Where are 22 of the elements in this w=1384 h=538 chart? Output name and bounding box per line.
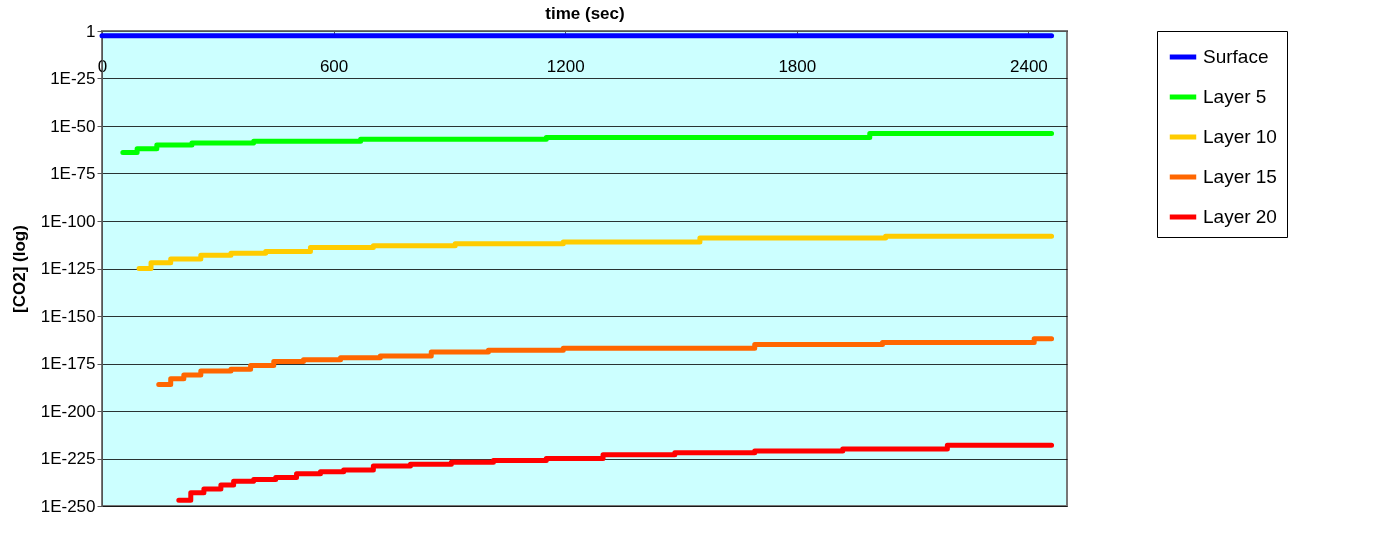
y-tick-label: 1E-250 — [40, 496, 96, 516]
x-tick-label: 1800 — [778, 56, 817, 76]
legend-label: Surface — [1203, 46, 1269, 67]
y-tick-label: 1E-150 — [40, 306, 96, 326]
x-tick-label: 600 — [319, 56, 349, 76]
y-tick-label: 1E-125 — [40, 259, 96, 278]
y-tick-label: 1 — [86, 21, 96, 41]
legend-label: Layer 10 — [1203, 126, 1277, 147]
legend-label: Layer 5 — [1203, 86, 1267, 107]
y-tick-label: 1E-75 — [50, 164, 96, 183]
y-tick-label: 1E-25 — [50, 69, 96, 88]
legend-label: Layer 20 — [1203, 206, 1277, 227]
x-axis-title: time (sec) — [545, 4, 625, 23]
y-tick-label: 1E-175 — [40, 354, 96, 373]
y-tick-label: 1E-100 — [40, 211, 96, 231]
legend-label: Layer 15 — [1203, 166, 1277, 187]
x-tick-label: 2400 — [1009, 56, 1048, 76]
y-tick-label: 1E-50 — [50, 116, 96, 136]
y-tick-label: 1E-225 — [40, 449, 96, 468]
y-axis-title: [CO2] (log) — [9, 225, 29, 313]
y-tick-label: 1E-200 — [40, 401, 96, 421]
x-tick-label: 1200 — [546, 56, 585, 76]
